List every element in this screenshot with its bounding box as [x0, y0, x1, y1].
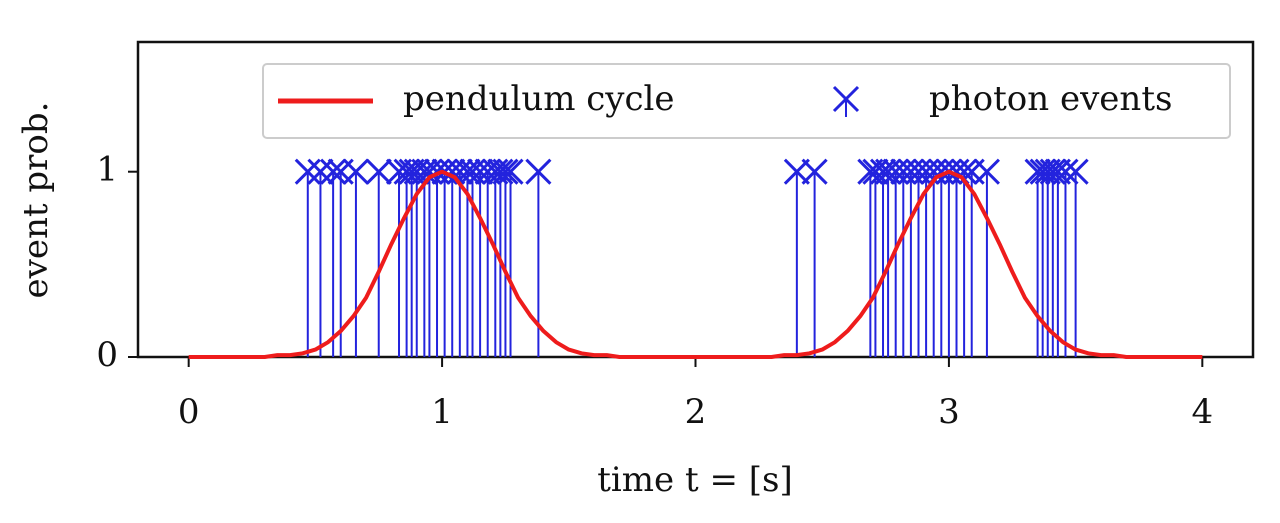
event-marker: [869, 158, 897, 185]
legend-box: [262, 63, 1231, 139]
y-tick-label: 0: [96, 335, 118, 375]
x-tick-label: 3: [938, 392, 960, 432]
x-tick-label: 2: [685, 392, 707, 432]
event-marker: [492, 158, 519, 185]
legend-label: photon events: [929, 79, 1172, 119]
event-marker: [973, 158, 1000, 185]
event-marker: [307, 158, 334, 185]
event-marker: [294, 158, 321, 185]
line: [188, 169, 1203, 359]
x-tick-label: 4: [1191, 392, 1213, 432]
y-axis-label: event prob.: [16, 102, 56, 299]
event-marker: [1062, 158, 1089, 185]
legend: pendulum cycle photon events: [262, 63, 1231, 139]
legend-label: pendulum cycle: [403, 79, 675, 119]
event-marker: [342, 158, 369, 185]
event-marker: [497, 158, 524, 185]
event-marker: [411, 158, 438, 185]
event-marker: [365, 158, 392, 185]
event-marker: [801, 158, 828, 185]
x-axis-label: time t = [s]: [597, 460, 792, 500]
event-marker: [487, 158, 514, 185]
x-tick-label: 0: [178, 392, 200, 432]
event-marker: [1052, 158, 1079, 185]
event-marker: [525, 158, 552, 185]
y-tick-label: 1: [96, 150, 118, 190]
event-marker: [454, 158, 481, 185]
x-tick-label: 1: [431, 392, 453, 432]
event-marker: [1039, 158, 1066, 185]
legend-swatch: [832, 85, 860, 113]
